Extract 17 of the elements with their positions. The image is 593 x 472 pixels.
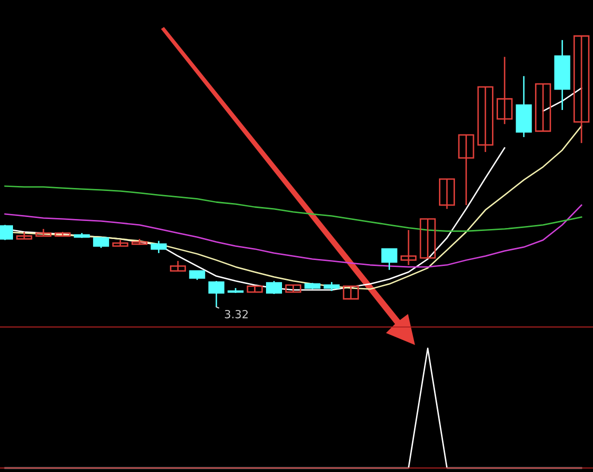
candlestick [93,236,110,249]
candlestick [477,86,494,153]
candlestick [150,240,167,254]
text: 3.32 [224,310,248,318]
candlestick [535,83,552,132]
candlestick [420,218,436,259]
candlestick [400,229,417,266]
candlestick [573,35,590,144]
candlestick [170,260,186,272]
candlestick [285,284,302,293]
candlestick [438,178,455,210]
candlestick [458,134,474,206]
candlestick [342,285,359,300]
candlestick [381,248,398,271]
candlestick [208,280,224,308]
candlestick [496,56,513,125]
candlestick [266,280,282,295]
